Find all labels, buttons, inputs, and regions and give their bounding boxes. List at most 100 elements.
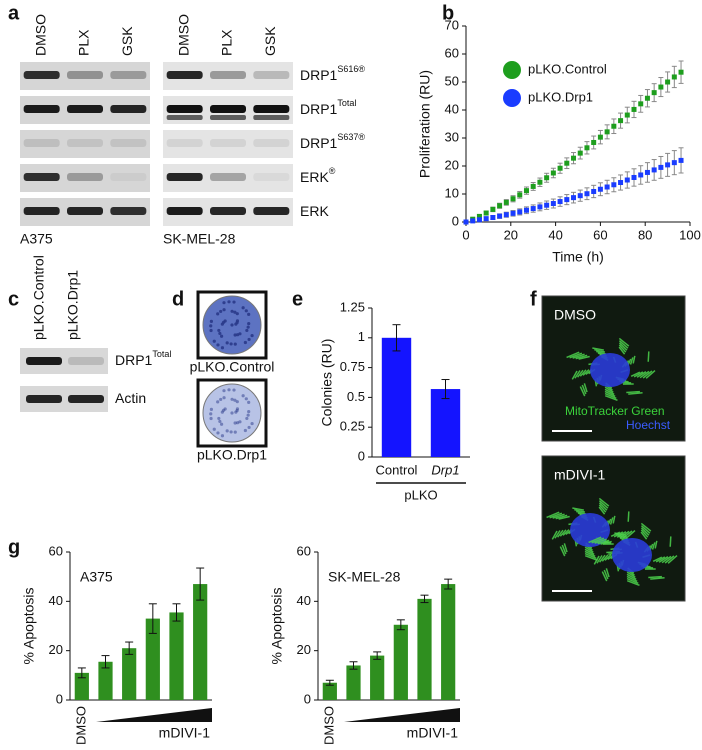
band	[253, 105, 290, 113]
band	[23, 105, 60, 113]
mitochondria	[651, 542, 656, 550]
colony	[230, 309, 234, 313]
y-axis-label: Proliferation (RU)	[417, 70, 433, 178]
mitochondria	[609, 517, 614, 525]
bar	[346, 665, 361, 700]
marker	[557, 199, 563, 205]
colony	[235, 400, 239, 404]
y-tick-label: 0.5	[347, 389, 365, 404]
mitochondria	[546, 511, 560, 519]
colony	[238, 332, 242, 336]
band	[166, 71, 203, 79]
marker	[611, 182, 617, 188]
colony	[232, 388, 236, 392]
x-tick-label: Control	[376, 462, 418, 477]
band	[166, 115, 203, 120]
y-tick-label: 0	[452, 213, 459, 228]
colony	[247, 410, 251, 414]
mitochondria	[603, 569, 609, 580]
band	[166, 207, 203, 215]
mitochondria	[618, 342, 628, 351]
dish-label: pLKO.Control	[190, 359, 275, 375]
colony	[216, 343, 220, 347]
colony	[235, 312, 239, 316]
mitochondria	[554, 530, 561, 539]
y-tick-label: 20	[445, 157, 459, 172]
colony	[247, 337, 251, 342]
mitochondria	[642, 370, 653, 379]
colony	[216, 431, 220, 435]
band	[68, 395, 104, 403]
colony	[229, 342, 233, 346]
marker	[584, 145, 590, 151]
colony	[222, 301, 226, 305]
bar	[169, 612, 184, 700]
colony	[247, 312, 251, 316]
label-base: DRP1	[300, 101, 338, 117]
colony	[209, 407, 214, 411]
band	[166, 105, 203, 113]
label-base: Actin	[115, 390, 146, 406]
dose-wedge	[344, 708, 460, 722]
colony	[243, 428, 247, 433]
marker	[658, 164, 664, 170]
x-tick-label: 60	[593, 227, 607, 242]
marker	[631, 174, 637, 180]
marker	[476, 213, 482, 219]
colony	[230, 323, 234, 327]
colony	[219, 309, 223, 314]
marker	[497, 213, 503, 219]
label-base: DRP1	[300, 67, 338, 83]
colony	[209, 319, 214, 323]
y-tick-label: 20	[49, 642, 63, 657]
marker	[510, 196, 516, 202]
y-tick-label: 1.25	[340, 299, 365, 314]
marker	[503, 212, 509, 218]
colony	[209, 324, 213, 328]
mitochondria	[583, 383, 588, 393]
mitochondria	[579, 369, 587, 377]
colony	[250, 421, 254, 426]
y-tick-label: 40	[445, 101, 459, 116]
marker	[550, 170, 556, 176]
mitochondria	[604, 394, 618, 402]
band	[23, 173, 60, 181]
x-axis-label: Time (h)	[552, 249, 604, 265]
mitochondria	[664, 555, 675, 564]
mitochondria	[604, 554, 612, 561]
row-label: Actin	[115, 390, 146, 406]
marker	[490, 215, 496, 221]
colony	[209, 416, 213, 421]
mitochondria	[575, 354, 588, 360]
colony	[233, 421, 237, 425]
lane-label: DMSO	[175, 14, 191, 56]
colony	[232, 300, 236, 304]
colony	[220, 410, 224, 414]
x-tick-label: Drp1	[431, 462, 459, 477]
lane-label: PLX	[76, 29, 92, 56]
panel-letter: c	[8, 288, 19, 310]
legend-marker	[503, 61, 521, 79]
marker	[671, 160, 677, 166]
bar	[74, 672, 89, 700]
dish-label: pLKO.Drp1	[197, 447, 267, 463]
mitochondria	[667, 554, 678, 564]
colony	[229, 430, 233, 434]
row-label: DRP1S616®	[300, 64, 365, 82]
label-sup: Total	[337, 98, 356, 108]
marker	[604, 129, 610, 135]
marker	[537, 204, 543, 210]
nucleus	[612, 538, 652, 572]
row-label: ERK	[300, 203, 329, 219]
mitochondria	[647, 351, 650, 362]
marker	[651, 90, 657, 96]
colony	[227, 300, 231, 304]
marker	[483, 210, 489, 216]
x-tick-label: 80	[638, 227, 652, 242]
marker	[517, 192, 523, 198]
mitochondria	[577, 369, 584, 378]
band	[210, 207, 246, 215]
y-tick-label: 40	[49, 593, 63, 608]
marker	[671, 74, 677, 80]
